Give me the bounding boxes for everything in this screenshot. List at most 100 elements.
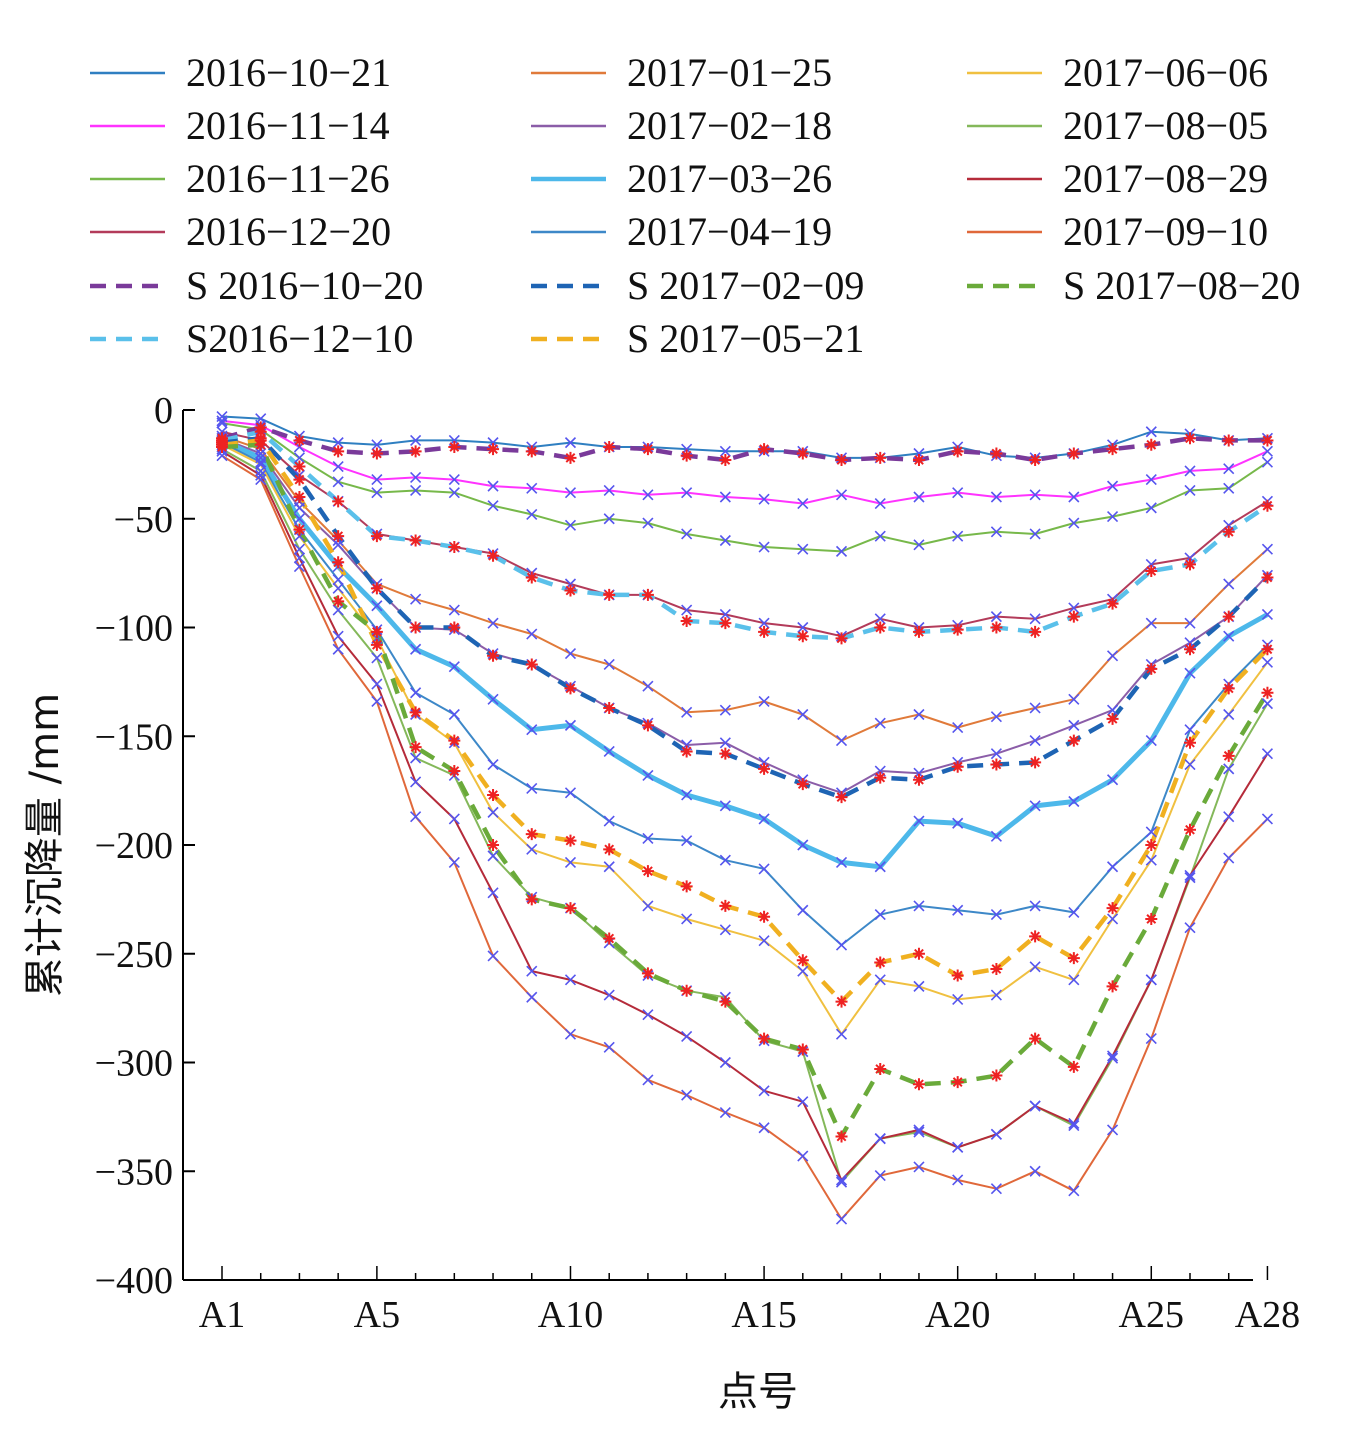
data-point-marker xyxy=(758,541,770,553)
data-point-marker xyxy=(951,969,964,982)
data-point-marker xyxy=(797,904,809,916)
data-point-marker xyxy=(719,747,732,760)
data-point-marker xyxy=(913,1161,925,1173)
data-point-marker xyxy=(797,621,809,634)
data-point-marker xyxy=(1184,667,1196,679)
data-point-marker xyxy=(874,909,886,921)
data-point-marker xyxy=(681,789,693,801)
data-point-marker xyxy=(1067,610,1080,623)
data-point-marker xyxy=(1222,525,1235,538)
x-tick-label: A1 xyxy=(199,1294,245,1336)
x-tick-label: A10 xyxy=(538,1294,603,1336)
data-point-marker xyxy=(526,482,538,494)
data-point-marker xyxy=(835,1130,848,1143)
data-point-marker xyxy=(216,417,228,429)
data-point-marker xyxy=(370,638,383,651)
data-point-marker xyxy=(1029,613,1041,625)
data-point-marker xyxy=(1145,426,1157,438)
data-point-marker xyxy=(564,519,577,531)
data-point-marker xyxy=(371,487,383,499)
data-point-marker xyxy=(1223,578,1235,590)
axis-ticks: 0 −50 −100 −150 −200 −250 −300 −350 −400 A1 A5 A10 A… xyxy=(95,390,1301,1336)
data-point-marker xyxy=(1029,961,1041,973)
data-point-marker xyxy=(1261,608,1274,621)
series-line-16 xyxy=(221,442,1270,1139)
data-point-marker xyxy=(642,900,654,912)
data-point-marker xyxy=(1261,748,1274,760)
data-point-marker xyxy=(603,745,615,758)
data-point-marker xyxy=(952,721,964,734)
data-point-marker xyxy=(603,484,615,497)
data-point-marker xyxy=(216,415,228,427)
data-point-marker xyxy=(990,830,1002,842)
data-point-marker xyxy=(1145,854,1157,866)
data-point-marker xyxy=(487,549,500,562)
data-point-marker xyxy=(603,932,616,945)
data-point-marker xyxy=(874,717,886,729)
data-point-marker xyxy=(719,445,731,457)
data-point-marker xyxy=(1029,735,1041,747)
data-point-marker xyxy=(758,1085,770,1097)
data-point-marker xyxy=(952,1141,964,1153)
data-point-marker xyxy=(874,530,886,542)
data-point-marker xyxy=(681,528,693,540)
y-tick-label: −400 xyxy=(95,1260,173,1302)
data-point-marker xyxy=(1223,811,1235,823)
data-point-marker xyxy=(1029,900,1041,912)
data-point-marker xyxy=(487,649,500,662)
data-point-marker xyxy=(913,900,925,912)
y-tick-label: −350 xyxy=(95,1151,173,1193)
y-tick-label: −100 xyxy=(95,608,173,650)
data-point-marker xyxy=(1106,1050,1119,1062)
data-point-marker xyxy=(680,745,693,758)
data-point-marker xyxy=(758,1122,770,1134)
data-point-marker xyxy=(1145,839,1158,851)
data-point-marker xyxy=(758,617,770,629)
data-point-marker xyxy=(758,1032,771,1045)
data-point-marker xyxy=(487,788,500,801)
data-point-marker xyxy=(642,1009,654,1021)
data-point-marker xyxy=(1106,1052,1119,1064)
data-point-marker xyxy=(1184,617,1196,629)
data-point-marker xyxy=(1145,826,1157,838)
data-point-marker xyxy=(797,708,809,721)
data-point-marker xyxy=(835,1174,848,1186)
data-point-marker xyxy=(332,574,344,586)
data-point-marker xyxy=(410,643,422,655)
data-point-marker xyxy=(990,711,1002,723)
data-point-marker xyxy=(448,765,461,778)
data-point-marker xyxy=(952,530,964,542)
data-point-marker xyxy=(1261,499,1274,512)
data-point-marker xyxy=(487,758,499,771)
data-point-marker xyxy=(835,545,848,557)
data-point-marker xyxy=(410,687,422,699)
data-point-marker xyxy=(990,1128,1002,1140)
data-point-marker xyxy=(835,791,848,804)
data-point-marker xyxy=(410,471,422,483)
data-point-marker xyxy=(371,652,383,664)
data-point-marker xyxy=(719,800,731,812)
data-point-marker xyxy=(1068,517,1080,529)
data-point-marker xyxy=(796,1043,809,1056)
data-point-marker xyxy=(564,834,577,847)
data-point-marker xyxy=(448,708,460,721)
data-point-marker xyxy=(448,487,460,499)
data-point-marker xyxy=(293,513,306,525)
data-point-marker xyxy=(525,658,538,671)
data-point-marker xyxy=(332,437,344,449)
data-point-marker xyxy=(681,487,693,499)
data-point-marker xyxy=(370,625,383,638)
data-point-marker xyxy=(913,815,925,827)
data-point-marker xyxy=(1106,597,1119,610)
data-point-marker xyxy=(1067,1060,1080,1073)
data-point-marker xyxy=(255,469,267,481)
series-line-4 xyxy=(221,435,1269,742)
data-point-marker xyxy=(1184,558,1196,571)
data-point-marker xyxy=(1261,456,1274,468)
data-point-marker xyxy=(1261,698,1274,710)
data-point-marker xyxy=(642,832,654,845)
data-point-marker xyxy=(874,1133,886,1145)
data-point-marker xyxy=(797,497,809,510)
data-point-marker xyxy=(1029,1100,1041,1112)
data-point-marker xyxy=(526,843,538,855)
